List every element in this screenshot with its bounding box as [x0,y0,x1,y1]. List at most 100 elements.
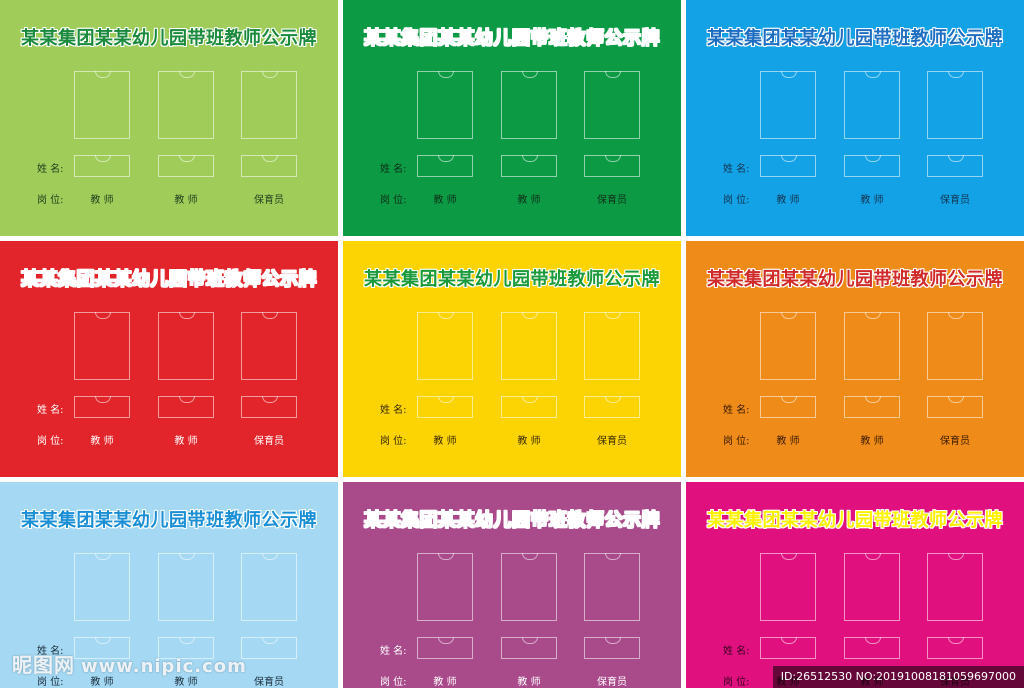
photo-frame [241,71,297,139]
role-label: 保育员 [254,195,284,206]
notice-board: 某某集团某某幼儿园带班教师公示牌教 师教 师保育员姓 名:岗 位: [0,482,338,688]
name-box [844,396,900,418]
board-title: 某某集团某某幼儿园带班教师公示牌 [364,269,660,290]
role-label: 保育员 [940,436,970,447]
photo-frame [927,553,983,621]
role-label: 教 师 [776,195,800,206]
notice-board: 某某集团某某幼儿园带班教师公示牌教 师 教 师 保育员 姓 名: 岗 位: [343,241,681,477]
name-box [501,396,557,418]
role-label: 教 师 [860,195,884,206]
name-box [844,155,900,177]
photo-frame [501,71,557,139]
post-label: 岗 位: [723,195,750,206]
photo-frame [158,71,214,139]
role-label: 教 师 [433,436,457,447]
photo-frame [844,553,900,621]
role-label: 教 师 [174,677,198,688]
role-label: 教 师 [517,436,541,447]
name-box [927,155,983,177]
name-box [74,155,130,177]
notice-board: 某某集团某某幼儿园带班教师公示牌教 师教 师保育员姓 名:岗 位: [686,0,1024,236]
post-label: 岗 位: [37,436,64,447]
photo-frame [760,71,816,139]
photo-frame [501,312,557,380]
name-box [501,155,557,177]
name-box [158,396,214,418]
role-label: 教 师 [517,677,541,688]
photo-frame [417,312,473,380]
name-box [241,637,297,659]
photo-frame [844,312,900,380]
notice-board: 某某集团某某幼儿园带班教师公示牌教 师教 师保育员姓 名:岗 位: [0,0,338,236]
notice-board: 某某集团某某幼儿园带班教师公示牌教 师 教 师 保育员 姓 名: 岗 位: [343,482,681,688]
photo-frame [584,71,640,139]
photo-frame [74,71,130,139]
role-label: 保育员 [597,677,627,688]
role-label: 保育员 [597,195,627,206]
photo-frame [74,553,130,621]
role-label: 教 师 [776,436,800,447]
name-box [158,637,214,659]
notice-board: 某某集团某某幼儿园带班教师公示牌教 师教 师保育员姓 名:岗 位: [343,0,681,236]
name-box [241,396,297,418]
name-box [760,155,816,177]
photo-frame [158,312,214,380]
board-title: 某某集团某某幼儿园带班教师公示牌 [364,510,660,531]
post-label: 岗 位: [380,436,407,447]
name-box [584,155,640,177]
watermark-id: ID:26512530 NO:20191008181059697000 [772,666,1024,688]
watermark-logo-text: 昵图网 [12,653,75,677]
name-box [501,637,557,659]
role-label: 教 师 [174,195,198,206]
name-label: 姓 名: [380,164,407,175]
role-label: 教 师 [174,436,198,447]
photo-frame [241,553,297,621]
name-box [417,637,473,659]
photo-frame [760,553,816,621]
role-label: 保育员 [254,677,284,688]
post-label: 岗 位: [380,677,407,688]
photo-frame [158,553,214,621]
notice-board: 某某集团某某幼儿园带班教师公示牌教 师教 师保育员姓 名:岗 位: [686,241,1024,477]
post-label: 岗 位: [380,195,407,206]
name-box [241,155,297,177]
role-label: 教 师 [433,677,457,688]
name-box [760,396,816,418]
photo-frame [501,553,557,621]
photo-frame [927,71,983,139]
photo-frame [584,312,640,380]
name-label: 姓 名: [723,646,750,657]
name-box [74,396,130,418]
photo-frame [760,312,816,380]
photo-frame [417,71,473,139]
name-label: 姓 名: [380,405,407,416]
name-box [760,637,816,659]
name-box [417,155,473,177]
role-label: 教 师 [90,195,114,206]
name-box [584,637,640,659]
role-label: 保育员 [254,436,284,447]
name-box [74,637,130,659]
photo-frame [74,312,130,380]
photo-frame [417,553,473,621]
role-label: 教 师 [90,677,114,688]
name-box [584,396,640,418]
photo-frame [584,553,640,621]
post-label: 岗 位: [37,195,64,206]
role-label: 教 师 [517,195,541,206]
role-label: 教 师 [860,436,884,447]
board-title: 某某集团某某幼儿园带班教师公示牌 [707,28,1003,49]
name-label: 姓 名: [723,405,750,416]
name-box [844,637,900,659]
name-box [927,637,983,659]
watermark-logo: 昵图网 www.nipic.com [12,649,247,678]
role-label: 保育员 [597,436,627,447]
photo-frame [927,312,983,380]
board-title: 某某集团某某幼儿园带班教师公示牌 [364,28,660,49]
board-title: 某某集团某某幼儿园带班教师公示牌 [707,510,1003,531]
photo-frame [844,71,900,139]
name-label: 姓 名: [380,646,407,657]
name-label: 姓 名: [723,164,750,175]
